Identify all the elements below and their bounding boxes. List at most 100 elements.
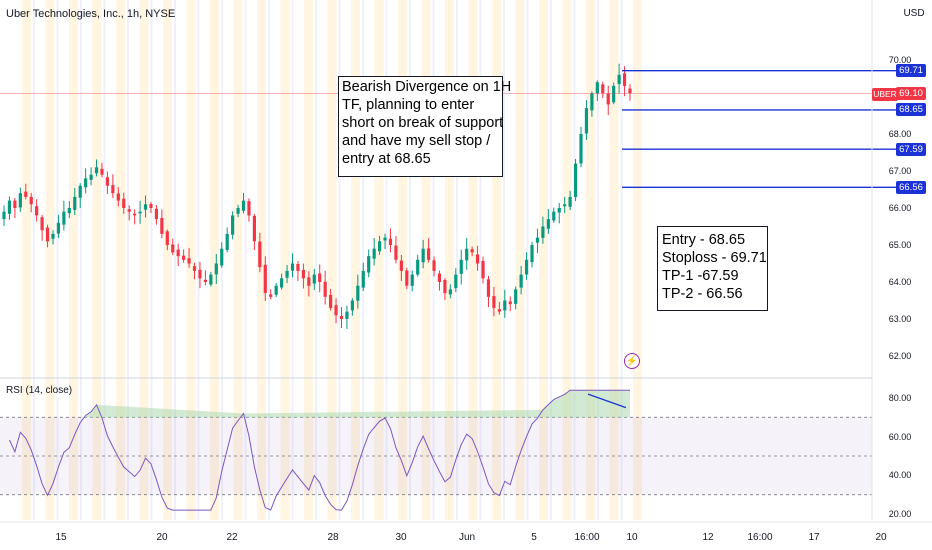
session-band bbox=[45, 0, 55, 520]
price-axis-label: 67.00 bbox=[888, 166, 912, 176]
candle-body bbox=[519, 274, 523, 288]
candle-body bbox=[62, 211, 66, 225]
candle-body bbox=[595, 82, 599, 94]
session-band bbox=[186, 0, 196, 520]
chart-title[interactable]: Uber Technologies, Inc., 1h, NYSE bbox=[6, 8, 176, 20]
lightning-icon[interactable]: ⚡ bbox=[624, 353, 640, 369]
session-band bbox=[515, 0, 525, 520]
candle-body bbox=[231, 215, 235, 235]
price-axis-label: 64.00 bbox=[888, 277, 912, 287]
rsi-axis-label: 60.00 bbox=[888, 431, 912, 442]
candle-body bbox=[546, 219, 550, 229]
candle-body bbox=[399, 260, 403, 271]
candle-body bbox=[394, 245, 398, 260]
candle-body bbox=[89, 174, 93, 180]
price-axis-label: 63.00 bbox=[888, 314, 912, 324]
candle-body bbox=[165, 231, 169, 245]
candle-body bbox=[203, 279, 208, 282]
candle-body bbox=[361, 270, 365, 288]
candle-body bbox=[465, 248, 469, 261]
candle-body bbox=[171, 244, 175, 253]
candle-body bbox=[584, 108, 589, 134]
candle-body bbox=[606, 93, 610, 105]
candle-body bbox=[421, 248, 425, 263]
candle-body bbox=[541, 226, 545, 238]
rsi-overbought-fill bbox=[85, 390, 631, 418]
session-band bbox=[503, 0, 505, 520]
candle-body bbox=[405, 270, 409, 286]
session-band bbox=[609, 0, 619, 520]
candle-body bbox=[258, 241, 262, 268]
session-band bbox=[586, 0, 595, 520]
candle-body bbox=[372, 248, 376, 259]
session-band bbox=[69, 0, 78, 520]
candle-body bbox=[13, 200, 17, 208]
price-axis-label: 68.00 bbox=[888, 129, 912, 139]
candle-body bbox=[307, 277, 311, 286]
time-axis-label: 30 bbox=[395, 532, 407, 543]
session-band bbox=[562, 0, 572, 520]
candle-body bbox=[557, 208, 561, 213]
candle-body bbox=[236, 208, 240, 214]
candle-body bbox=[214, 263, 218, 275]
candle-body bbox=[481, 260, 485, 279]
candle-body bbox=[345, 311, 349, 319]
candle-body bbox=[530, 245, 534, 263]
candle-body bbox=[138, 211, 142, 214]
price-level-tag: 68.65 bbox=[896, 103, 926, 117]
candle-body bbox=[552, 211, 556, 221]
session-band bbox=[398, 0, 407, 520]
session-band bbox=[33, 0, 35, 520]
session-band bbox=[139, 0, 149, 520]
candle-body bbox=[329, 294, 333, 308]
trade-plan-note[interactable]: Entry - 68.65 Stoploss - 69.71 TP-1 -67.… bbox=[657, 226, 768, 311]
candle-body bbox=[149, 203, 153, 208]
candle-body bbox=[280, 278, 284, 288]
candle-body bbox=[290, 263, 295, 271]
candle-body bbox=[73, 196, 77, 210]
candle-body bbox=[154, 208, 159, 220]
session-band bbox=[280, 0, 290, 520]
session-band bbox=[257, 0, 266, 520]
currency-label[interactable]: USD bbox=[903, 8, 925, 19]
session-band bbox=[550, 0, 552, 520]
candle-body bbox=[301, 270, 305, 279]
divergence-line bbox=[587, 393, 627, 409]
candle-body bbox=[263, 264, 267, 294]
candle-body bbox=[437, 273, 442, 282]
divergence-note[interactable]: Bearish Divergence on 1H TF, planning to… bbox=[338, 76, 511, 177]
plan-stoploss: Stoploss - 69.71 bbox=[662, 250, 767, 266]
time-axis-label: 28 bbox=[327, 532, 339, 543]
candle-body bbox=[350, 300, 354, 311]
candle-body bbox=[492, 296, 496, 308]
session-band bbox=[421, 0, 431, 520]
candle-body bbox=[2, 211, 6, 220]
candle-body bbox=[459, 259, 463, 274]
candle-body bbox=[127, 209, 131, 212]
session-band bbox=[22, 0, 31, 520]
candle-body bbox=[378, 241, 382, 252]
candle-body bbox=[628, 88, 632, 94]
rsi-axis-label: 20.00 bbox=[888, 509, 912, 519]
candle-body bbox=[220, 248, 224, 266]
candle-body bbox=[388, 238, 393, 245]
candle-body bbox=[410, 274, 414, 286]
session-band bbox=[56, 0, 59, 520]
session-band bbox=[409, 0, 411, 520]
candle-body bbox=[356, 285, 360, 301]
price-axis-label: 62.00 bbox=[888, 351, 912, 361]
candle-body bbox=[122, 198, 126, 208]
candle-body bbox=[7, 200, 12, 214]
rsi-title[interactable]: RSI (14, close) bbox=[6, 385, 73, 396]
candle-body bbox=[508, 301, 512, 305]
session-band bbox=[92, 0, 102, 520]
rsi-axis-label: 40.00 bbox=[888, 470, 912, 481]
session-band bbox=[80, 0, 82, 520]
candle-body bbox=[579, 134, 583, 164]
price-level-tag: 67.59 bbox=[896, 142, 926, 156]
session-band bbox=[468, 0, 478, 520]
candle-body bbox=[29, 196, 33, 205]
time-axis-label: Jun bbox=[458, 532, 476, 543]
